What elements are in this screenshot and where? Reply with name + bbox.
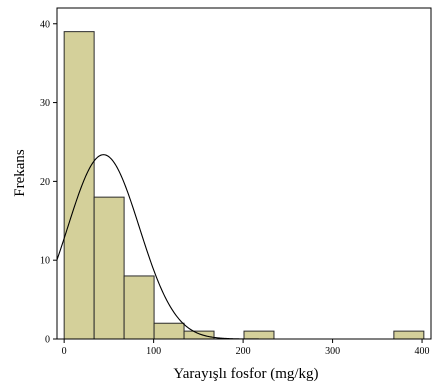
- y-tick-label-1: 10: [40, 256, 50, 267]
- y-tick-label-2: 20: [40, 177, 50, 188]
- y-tick-label-0: 0: [45, 335, 50, 346]
- plot-frame: [56, 7, 432, 340]
- y-tick-label-4: 40: [40, 19, 50, 30]
- histogram-bars: [63, 31, 425, 340]
- histogram-bar-3: [153, 322, 185, 340]
- y-tick-label-3: 30: [40, 98, 50, 109]
- x-tick-label-0: 0: [62, 346, 67, 357]
- histogram-bar-5: [243, 330, 275, 340]
- histogram-bar-6: [393, 330, 425, 340]
- x-tick-label-2: 200: [236, 346, 251, 357]
- x-tick-label-3: 300: [325, 346, 340, 357]
- axis-ticks: 0 100 200 300 400 0 10 20 30 40: [40, 19, 430, 357]
- histogram-bar-0: [63, 31, 95, 340]
- x-tick-label-1: 100: [146, 346, 161, 357]
- histogram-bar-4: [183, 330, 215, 340]
- x-tick-label-4: 400: [415, 346, 430, 357]
- x-axis-title: Yarayışlı fosfor (mg/kg): [173, 366, 318, 382]
- histogram-bar-1: [93, 196, 125, 340]
- y-axis-title: Frekans: [12, 149, 28, 197]
- histogram-bar-2: [123, 275, 155, 340]
